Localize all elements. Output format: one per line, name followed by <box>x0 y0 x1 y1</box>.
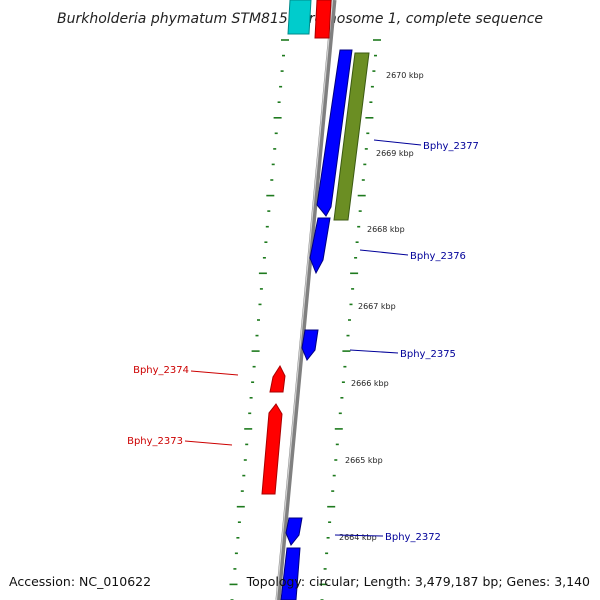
ruler-label: 2668 kbp <box>367 225 405 234</box>
gene-label-bphy-2376[interactable]: Bphy_2376 <box>410 251 466 262</box>
ruler-label: 2664 kbp <box>339 533 377 542</box>
gene-green[interactable] <box>333 52 370 221</box>
forward-strand-genes <box>280 49 353 600</box>
gene-bphy-2375[interactable] <box>301 329 319 361</box>
gene-label-bphy-2375[interactable]: Bphy_2375 <box>400 349 456 360</box>
gene-bphy-2374[interactable] <box>269 364 286 393</box>
gene-label-bphy-2372[interactable]: Bphy_2372 <box>385 532 441 543</box>
ruler-label: 2667 kbp <box>358 302 396 311</box>
gene-label-bphy-2377[interactable]: Bphy_2377 <box>423 141 479 152</box>
gene-labels: Bphy_2377 Bphy_2376 Bphy_2375 Bphy_2374 … <box>127 141 479 543</box>
ruler-label: 2666 kbp <box>351 379 389 388</box>
accession-text: Accession: NC_010622 <box>9 574 151 589</box>
topology-summary: Topology: circular; Length: 3,479,187 bp… <box>246 574 590 589</box>
gene-next-partial[interactable] <box>280 547 301 600</box>
gene-bphy-2376[interactable] <box>309 217 331 275</box>
gene-label-bphy-2373[interactable]: Bphy_2373 <box>127 436 183 447</box>
partial-gene-cyan[interactable] <box>287 0 312 35</box>
outer-tick-ring <box>229 39 289 600</box>
gene-bphy-2372[interactable] <box>285 517 303 546</box>
gene-bphy-2373[interactable] <box>261 403 283 495</box>
ruler-label: 2665 kbp <box>345 456 383 465</box>
gene-label-bphy-2374[interactable]: Bphy_2374 <box>133 365 189 376</box>
top-partial-genes <box>287 0 332 39</box>
inner-tick-ring <box>319 39 381 600</box>
ruler-label: 2670 kbp <box>386 71 424 80</box>
partial-gene-red[interactable] <box>314 0 332 39</box>
kbp-ruler: 2670 kbp 2669 kbp 2668 kbp 2667 kbp 2666… <box>339 71 424 542</box>
gene-bphy-2377[interactable] <box>316 49 353 217</box>
other-genes <box>333 52 370 221</box>
reverse-strand-genes <box>261 364 286 495</box>
ruler-label: 2669 kbp <box>376 149 414 158</box>
gene-callouts <box>184 139 422 537</box>
chromosome-backbone <box>275 0 337 600</box>
